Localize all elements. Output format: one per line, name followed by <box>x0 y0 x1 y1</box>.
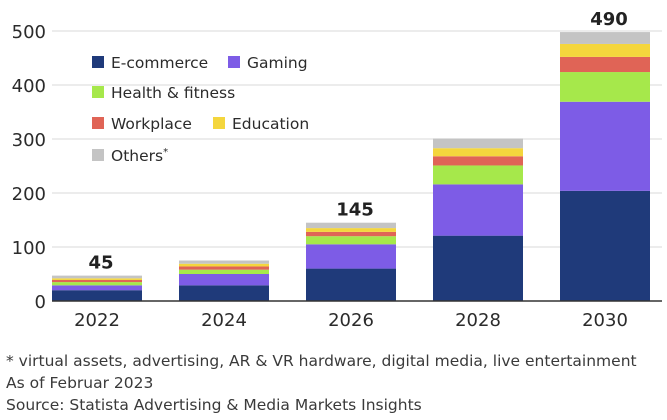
bar-segment-e-commerce-2028 <box>433 235 523 301</box>
legend-label-gaming: Gaming <box>247 54 308 72</box>
total-label-2030: 490 <box>590 9 628 30</box>
bar-segment-others-2022 <box>52 275 142 279</box>
bar-segment-gaming-2030 <box>560 101 650 191</box>
bar-segment-e-commerce-2024 <box>179 285 269 301</box>
bar-segment-gaming-2026 <box>306 244 396 269</box>
bars: 45 145 490 <box>52 9 650 301</box>
axes: 0 100 200 300 400 500 2022 2024 2026 2028 2030 <box>12 22 662 331</box>
date-note: As of Februar 2023 <box>6 374 154 392</box>
bar-segment-education-2028 <box>433 148 523 157</box>
legend-label-health-fitness: Health & fitness <box>111 84 235 102</box>
legend-label-others: Others* <box>111 147 168 165</box>
bar-segment-others-2026 <box>306 222 396 229</box>
bar-segment-education-2024 <box>179 263 269 267</box>
y-tick-label: 200 <box>12 184 46 205</box>
legend: E-commerce Gaming Health & fitness Workplac… <box>92 54 309 165</box>
bar-segment-health-fitness-2030 <box>560 72 650 102</box>
y-tick-label: 100 <box>12 238 46 259</box>
bar-segment-workplace-2024 <box>179 266 269 270</box>
stacked-bar-chart: 45 145 490 0 100 200 300 400 500 2022 2024 2026 202… <box>12 9 662 331</box>
x-tick-label: 2030 <box>582 310 628 331</box>
bar-segment-others-2028 <box>433 138 523 149</box>
legend-label-education: Education <box>232 115 309 133</box>
bar-segment-e-commerce-2022 <box>52 290 142 301</box>
bar-segment-education-2022 <box>52 278 142 280</box>
bar-segment-workplace-2022 <box>52 279 142 283</box>
source-note: Source: Statista Advertising & Media Mar… <box>6 396 422 414</box>
legend-swatch-education <box>213 117 225 129</box>
y-tick-label: 0 <box>35 292 46 313</box>
bar-segment-others-2030 <box>560 32 650 44</box>
bar-segment-workplace-2030 <box>560 56 650 73</box>
x-tick-label: 2026 <box>328 310 374 331</box>
x-tick-label: 2022 <box>74 310 120 331</box>
chart-footer: * virtual assets, advertising, AR & VR h… <box>6 350 637 416</box>
bar-segment-gaming-2024 <box>179 274 269 286</box>
bar-segment-e-commerce-2030 <box>560 190 650 301</box>
legend-swatch-health-fitness <box>92 86 104 98</box>
legend-swatch-others <box>92 149 104 161</box>
total-label-2022: 45 <box>88 253 113 274</box>
bar-segment-gaming-2022 <box>52 285 142 291</box>
legend-swatch-e-commerce <box>92 56 104 68</box>
bar-segment-others-2024 <box>179 260 269 264</box>
y-tick-label: 300 <box>12 130 46 151</box>
x-tick-label: 2024 <box>201 310 247 331</box>
bar-segment-e-commerce-2026 <box>306 268 396 301</box>
bar-segment-health-fitness-2022 <box>52 282 142 286</box>
bar-segment-workplace-2028 <box>433 156 523 166</box>
footnote: * virtual assets, advertising, AR & VR h… <box>6 352 637 370</box>
total-label-2026: 145 <box>336 200 374 221</box>
bar-segment-health-fitness-2028 <box>433 165 523 185</box>
bar-segment-health-fitness-2024 <box>179 269 269 274</box>
legend-label-workplace: Workplace <box>111 115 192 133</box>
x-tick-label: 2028 <box>455 310 501 331</box>
bar-segment-workplace-2026 <box>306 231 396 237</box>
bar-segment-education-2030 <box>560 43 650 57</box>
bar-segment-health-fitness-2026 <box>306 236 396 245</box>
bar-segment-education-2026 <box>306 228 396 232</box>
legend-swatch-gaming <box>228 56 240 68</box>
legend-swatch-workplace <box>92 117 104 129</box>
y-tick-label: 400 <box>12 76 46 97</box>
bar-segment-gaming-2028 <box>433 184 523 236</box>
legend-label-e-commerce: E-commerce <box>111 54 208 72</box>
y-tick-label: 500 <box>12 22 46 43</box>
